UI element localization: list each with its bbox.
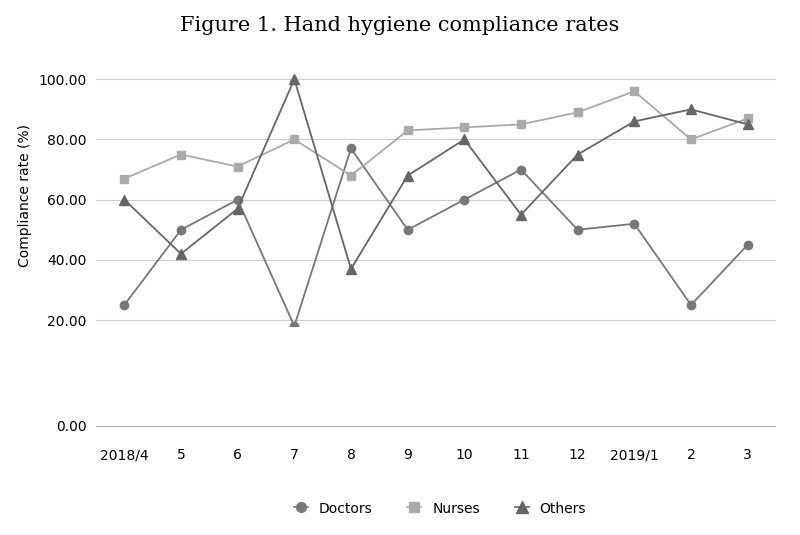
- Y-axis label: Compliance rate (%): Compliance rate (%): [18, 124, 33, 266]
- Legend: Doctors, Nurses, Others: Doctors, Nurses, Others: [288, 495, 592, 523]
- Text: Figure 1. Hand hygiene compliance rates: Figure 1. Hand hygiene compliance rates: [180, 16, 620, 35]
